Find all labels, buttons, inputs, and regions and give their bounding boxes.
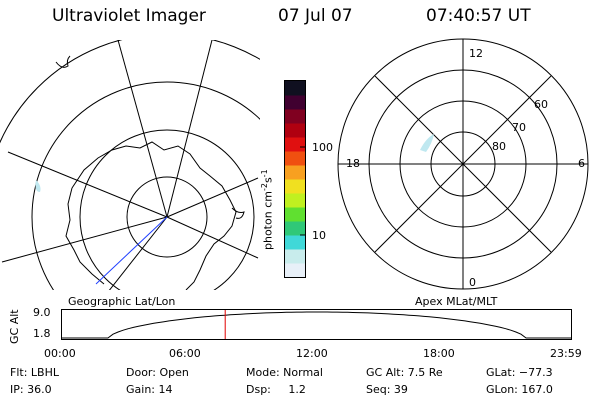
mag-panel-caption: Apex MLat/MLT: [415, 295, 498, 308]
geo-latitude-circle: [0, 40, 260, 144]
subsatellite-track: [95, 216, 168, 285]
colorbar-stripe: [285, 207, 305, 222]
dsp-info: Dsp: 1.2: [246, 383, 306, 396]
colorbar-stripe: [285, 193, 305, 208]
colorbar-stripe: [285, 95, 305, 110]
seq-info: Seq: 39: [366, 383, 408, 396]
colorbar-stripe: [285, 249, 305, 264]
time-label: 07:40:57 UT: [426, 6, 531, 26]
instrument-title: Ultraviolet Imager: [52, 6, 206, 26]
mag-polar-plot: [337, 38, 589, 290]
timeline-ymax: 9.0: [33, 306, 51, 319]
geo-meridian: [166, 216, 259, 259]
colorbar-stripe: [285, 235, 305, 250]
aurora-patch: [35, 180, 41, 192]
mode-info: Mode: Normal: [246, 366, 323, 379]
aurora-patch: [420, 134, 434, 152]
timeline-tick-2359: 23:59: [550, 347, 582, 360]
door-info: Door: Open: [126, 366, 189, 379]
geo-meridian: [7, 151, 168, 218]
colorbar-unit-label: photon cm-2s-1: [260, 169, 275, 250]
timeline-ymin: 1.8: [33, 327, 51, 340]
mlt-label-12: 12: [469, 47, 483, 60]
mlat-label-80: 80: [492, 140, 506, 153]
coastline: [65, 141, 237, 290]
colorbar-stripe: [285, 137, 305, 152]
ip-info: IP: 36.0: [10, 383, 52, 396]
timeline-tick-1200: 12:00: [296, 347, 328, 360]
timeline-ylabel: GC Alt: [8, 309, 21, 344]
timeline-tick-0600: 06:00: [169, 347, 201, 360]
colorbar-stripe: [285, 109, 305, 124]
geo-panel-caption: Geographic Lat/Lon: [68, 295, 176, 308]
gcalt-info: GC Alt: 7.5 Re: [366, 366, 443, 379]
timeline-tick-1800: 18:00: [423, 347, 455, 360]
colorbar-stripe: [285, 179, 305, 194]
timeline-tick-0000: 00:00: [44, 347, 76, 360]
mlat-label-70: 70: [512, 121, 526, 134]
date-label: 07 Jul 07: [278, 6, 353, 26]
geo-latitude-circle: [79, 129, 255, 290]
colorbar-stripe: [285, 151, 305, 166]
geo-polar-plot: [0, 40, 260, 290]
geo-latitude-circle: [126, 176, 208, 258]
mlt-label-0: 0: [469, 276, 476, 289]
filter-info: Flt: LBHL: [10, 366, 59, 379]
geo-meridian: [166, 40, 213, 218]
mlt-label-6: 6: [578, 157, 585, 170]
coastline-island: [55, 55, 71, 68]
colorbar-stripe: [285, 165, 305, 180]
geo-meridian: [108, 216, 168, 290]
geo-latitude-circle: [31, 81, 260, 290]
colorbar-tick-100: 100: [312, 141, 333, 154]
geo-meridian: [166, 177, 259, 218]
colorbar: [284, 80, 306, 278]
colorbar-stripe: [285, 81, 305, 96]
coastline-island: [231, 207, 245, 219]
colorbar-tick-10: 10: [312, 229, 326, 242]
glon-info: GLon: 167.0: [486, 383, 553, 396]
altitude-curve: [62, 311, 572, 339]
colorbar-stripe: [285, 221, 305, 236]
gain-info: Gain: 14: [126, 383, 173, 396]
glat-info: GLat: −77.3: [486, 366, 553, 379]
timeline-plot: [61, 309, 572, 340]
mag-mlt-line: [374, 75, 552, 253]
geo-meridian: [1, 216, 168, 263]
mlt-label-18: 18: [346, 157, 360, 170]
geo-meridian: [117, 40, 168, 218]
mlat-label-60: 60: [534, 98, 548, 111]
colorbar-stripe: [285, 263, 305, 278]
colorbar-stripe: [285, 123, 305, 138]
